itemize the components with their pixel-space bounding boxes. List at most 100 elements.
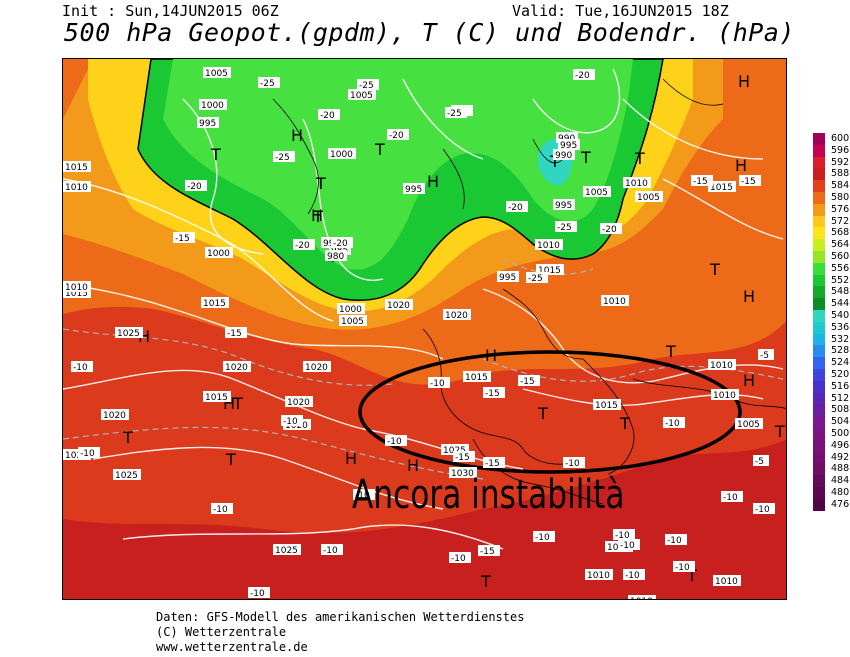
legend-value: 496 [831,439,850,451]
isobar-label-bg [735,418,763,429]
isobar-label-bg [273,544,301,555]
legend-value: 592 [831,156,850,168]
isobar-label: 1005 [205,69,228,79]
temperature-label: -10 [625,571,640,581]
pressure-center-symbol: T [225,450,236,469]
isobar-label: 1025 [115,471,138,481]
legend-swatch [813,144,825,158]
temperature-label: -10 [323,546,338,556]
isobar-label-bg [443,309,471,320]
isobar-label-bg [623,177,651,188]
isobar-label: 1025 [275,546,298,556]
legend-value: 596 [831,144,850,156]
temperature-label: -10 [213,505,228,515]
init-time: Init : Sun,14JUN2015 06Z [62,2,279,20]
isobar-label-bg [339,315,367,326]
temperature-label: -25 [359,81,374,91]
temperature-label-bg [321,544,343,555]
isobar-label-bg [337,303,365,314]
isobar-label: 1025 [117,329,140,339]
temperature-label: -15 [455,453,470,463]
isobar-label-bg [558,139,580,150]
fill-green-light [163,59,633,270]
isobar-label-bg [535,239,563,250]
isobar-label-bg [101,409,129,420]
legend-swatch [813,262,825,276]
isobar-label-bg [585,569,613,580]
isobar-label: 1010 [713,391,736,401]
isobar-label: 1015 [595,401,618,411]
isobar-label: 1020 [387,301,410,311]
legend-swatch [813,298,825,311]
pressure-center-symbol: H [743,371,755,390]
isobar-label-bg [711,389,739,400]
temperature-label-bg [248,587,270,598]
temperature-label-bg [721,491,743,502]
temperature-label: -10 [430,379,445,389]
isobar-label: 1015 [465,373,488,383]
temperature-label-bg [526,272,548,283]
legend-swatch [813,192,825,205]
isobar-label: 1010 [715,577,738,587]
isobar-label-bg [348,89,376,100]
temperature-label: -5 [755,457,764,467]
temperature-label-bg [353,489,375,500]
legend-value: 500 [831,428,850,439]
legend-value: 556 [831,262,850,274]
legend-swatch [813,168,825,181]
temperature-label: -20 [508,203,523,213]
temperature-label-bg [258,77,280,88]
pressure-center-symbol: T [774,422,785,441]
legend-value: 568 [831,227,850,239]
temperature-label-bg [691,175,713,186]
legend-swatch [813,451,825,464]
legend-swatch [813,274,825,287]
legend-swatch [813,380,825,394]
temperature-label: -20 [187,182,202,192]
isobar-label: 995 [405,185,422,195]
isobar-label-bg [708,181,736,192]
temperature-label-bg [483,387,505,398]
temperature-label-bg [385,435,407,446]
temperature-label: -10 [73,363,88,373]
pressure-center-symbol: T [537,404,548,423]
temperature-label-bg [483,457,505,468]
legend-value: 552 [831,274,850,286]
temperature-label-bg [185,180,207,191]
isobar-label: 1010 [65,183,88,193]
legend-swatch [813,180,825,193]
temperature-label: -15 [485,389,500,399]
temperature-label-bg [428,377,450,388]
temperature-label: -10 [565,459,580,469]
isobar-label-bg [463,371,491,382]
isobar-label: 1005 [737,420,760,430]
temperature-label-bg [673,561,695,572]
isobar-label-bg [285,396,313,407]
temperature-label-bg [387,129,409,140]
legend-swatch [813,463,825,476]
legend-value: 484 [831,475,850,487]
temperature-label: -15 [175,234,190,244]
isobar-label-bg [325,250,347,261]
isobar-label-bg [713,575,741,586]
temperature-label-bg [623,569,645,580]
isobar-label: 1005 [637,193,660,203]
temperature-label: -20 [333,239,348,249]
isobar-label-bg [329,244,351,255]
legend-value: 520 [831,369,850,380]
isobar-label: 995 [555,201,572,211]
pressure-center-symbol: T [686,566,697,585]
legend-swatch [813,439,825,453]
pressure-center-symbol: T [312,207,323,226]
temperature-label-bg [357,79,379,90]
legend-value: 532 [831,333,850,345]
legend-swatch [813,392,825,405]
isobar-label-bg [628,595,656,599]
pressure-center-symbol: H [735,156,747,175]
legend-swatch [813,286,825,299]
temperature-label-bg [331,237,353,248]
legend-value: 600 [831,133,850,144]
isobar-label-bg [708,359,736,370]
temperature-label-bg [613,529,635,540]
temperature-label: -10 [620,541,635,551]
